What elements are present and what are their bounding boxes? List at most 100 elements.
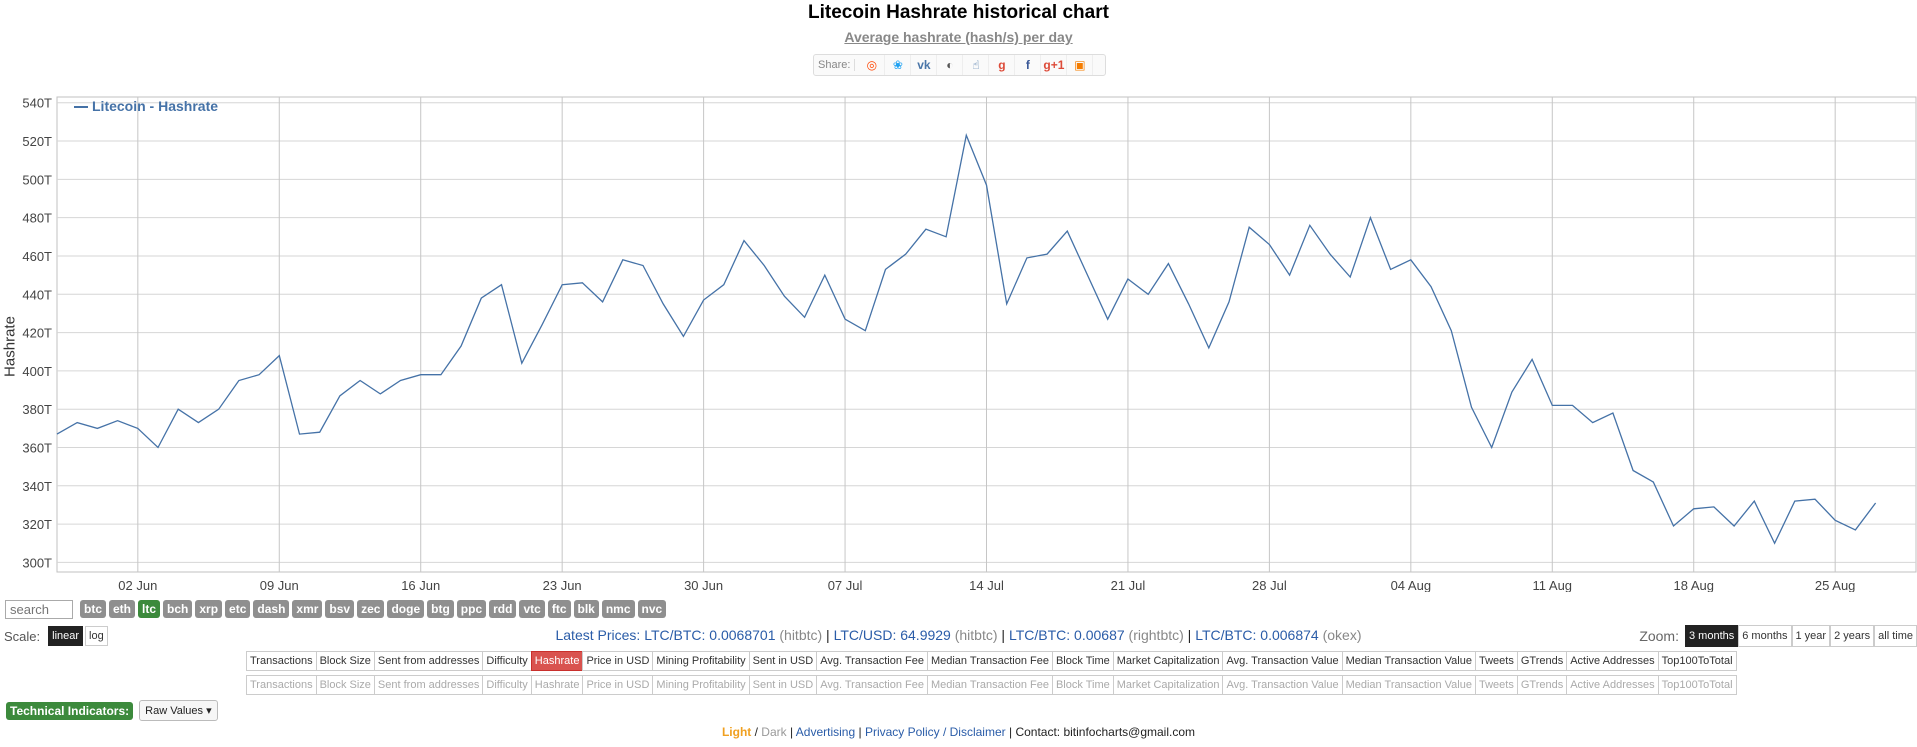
like-icon[interactable]: ☝ — [963, 55, 990, 75]
compare-tab-tweets[interactable]: Tweets — [1474, 675, 1518, 695]
coin-button-doge[interactable]: doge — [387, 600, 425, 618]
light-theme-link[interactable]: Light — [721, 725, 752, 739]
advertising-link[interactable]: Advertising — [795, 725, 856, 739]
compare-tab-block-size[interactable]: Block Size — [315, 675, 375, 695]
coin-button-eth[interactable]: eth — [109, 600, 135, 618]
compare-tab-median-transaction-value[interactable]: Median Transaction Value — [1341, 675, 1476, 695]
price-pair[interactable]: LTC/USD: — [833, 627, 897, 643]
metric-tab-market-capitalization[interactable]: Market Capitalization — [1112, 651, 1224, 671]
compare-tab-avg-transaction-value[interactable]: Avg. Transaction Value — [1222, 675, 1343, 695]
legend-entry[interactable]: Litecoin - Hashrate — [74, 98, 218, 114]
metric-tab-block-size[interactable]: Block Size — [315, 651, 375, 671]
compare-tab-active-addresses[interactable]: Active Addresses — [1566, 675, 1659, 695]
compare-tab-transactions[interactable]: Transactions — [246, 675, 317, 695]
compare-tab-mining-profitability[interactable]: Mining Profitability — [652, 675, 750, 695]
price-value[interactable]: 0.0068701 — [709, 627, 776, 643]
metric-tab-mining-profitability[interactable]: Mining Profitability — [652, 651, 750, 671]
metric-tab-active-addresses[interactable]: Active Addresses — [1566, 651, 1659, 671]
y-tick-label: 480T — [22, 211, 52, 226]
privacy-link[interactable]: Privacy Policy / Disclaimer — [864, 725, 1006, 739]
compare-tab-gtrends[interactable]: GTrends — [1516, 675, 1568, 695]
coin-button-blk[interactable]: blk — [573, 600, 599, 618]
price-pair[interactable]: LTC/BTC: — [1195, 627, 1257, 643]
coin-button-etc[interactable]: etc — [225, 600, 251, 618]
scale-linear-button[interactable]: linear — [48, 626, 84, 646]
metric-tab-price-in-usd[interactable]: Price in USD — [582, 651, 654, 671]
zoom-6-months-button[interactable]: 6 months — [1738, 625, 1792, 647]
dark-theme-link[interactable]: Dark — [761, 725, 787, 739]
coin-button-ltc[interactable]: ltc — [138, 600, 161, 618]
facebook-icon[interactable]: f — [1015, 55, 1042, 75]
caret-down-icon: ▾ — [206, 705, 212, 717]
price-source: (hitbtc) — [779, 627, 823, 643]
search-input[interactable] — [5, 600, 73, 619]
x-tick-label: 11 Aug — [1533, 578, 1573, 592]
price-value[interactable]: 0.006874 — [1260, 627, 1319, 643]
price-value[interactable]: 64.9929 — [900, 627, 951, 643]
compare-tab-difficulty[interactable]: Difficulty — [482, 675, 532, 695]
metric-tab-avg-transaction-value[interactable]: Avg. Transaction Value — [1222, 651, 1343, 671]
coin-button-xmr[interactable]: xmr — [292, 600, 323, 618]
coin-button-bch[interactable]: bch — [163, 600, 193, 618]
scale-log-button[interactable]: log — [85, 626, 108, 646]
coin-button-btg[interactable]: btg — [427, 600, 454, 618]
google-icon[interactable]: g — [989, 55, 1016, 75]
twitter-icon[interactable]: ❀ — [885, 55, 912, 75]
coin-button-rdd[interactable]: rdd — [489, 600, 517, 618]
raw-values-select[interactable]: Raw Values ▾ — [139, 700, 218, 721]
metric-tab-transactions[interactable]: Transactions — [246, 651, 317, 671]
coin-button-ppc[interactable]: ppc — [456, 600, 487, 618]
metric-tab-sent-in-usd[interactable]: Sent in USD — [748, 651, 818, 671]
price-pair[interactable]: LTC/BTC: — [1008, 627, 1071, 643]
x-tick-label: 28 Jul — [1252, 578, 1287, 592]
compare-tab-avg-transaction-fee[interactable]: Avg. Transaction Fee — [816, 675, 928, 695]
compare-tab-market-capitalization[interactable]: Market Capitalization — [1112, 675, 1224, 695]
latest-prices-label: Latest Prices: — [555, 627, 641, 643]
reddit-icon[interactable]: ◎ — [859, 55, 886, 75]
compare-tab-hashrate[interactable]: Hashrate — [530, 675, 584, 695]
zoom-2-years-button[interactable]: 2 years — [1830, 625, 1875, 647]
compare-tab-median-transaction-fee[interactable]: Median Transaction Fee — [926, 675, 1053, 695]
metric-tab-hashrate[interactable]: Hashrate — [530, 651, 584, 671]
compare-tab-sent-in-usd[interactable]: Sent in USD — [748, 675, 818, 695]
compare-tab-block-time[interactable]: Block Time — [1051, 675, 1114, 695]
coin-button-btc[interactable]: btc — [80, 600, 106, 618]
compare-tab-price-in-usd[interactable]: Price in USD — [582, 675, 654, 695]
zoom-1-year-button[interactable]: 1 year — [1791, 625, 1831, 647]
metric-tab-block-time[interactable]: Block Time — [1051, 651, 1114, 671]
metric-tab-top100tototal[interactable]: Top100ToTotal — [1657, 651, 1737, 671]
weibo-icon[interactable]: ◐ — [937, 55, 964, 75]
metric-tab-tweets[interactable]: Tweets — [1474, 651, 1518, 671]
metric-tab-avg-transaction-fee[interactable]: Avg. Transaction Fee — [816, 651, 928, 671]
coin-button-nmc[interactable]: nmc — [601, 600, 635, 618]
coin-button-ftc[interactable]: ftc — [547, 600, 571, 618]
price-source: (hitbtc) — [954, 627, 998, 643]
price-value[interactable]: 0.00687 — [1074, 627, 1125, 643]
hashrate-chart[interactable]: 300T 320T 340T 360T 380T 400T 420T 440T 460T 480T… — [0, 92, 1917, 592]
zoom-selector: Zoom: 3 months 6 months 1 year 2 years all t… — [1639, 625, 1917, 647]
zoom-all-time-button[interactable]: all time — [1874, 625, 1917, 647]
compare-tab-top100tototal[interactable]: Top100ToTotal — [1657, 675, 1737, 695]
coin-button-vtc[interactable]: vtc — [519, 600, 545, 618]
metric-tab-sent-from-addresses[interactable]: Sent from addresses — [373, 651, 484, 671]
chart-subtitle[interactable]: Average hashrate (hash/s) per day — [844, 29, 1073, 45]
zoom-3-months-button[interactable]: 3 months — [1685, 625, 1739, 647]
y-tick-label: 340T — [22, 479, 52, 494]
compare-tab-sent-from-addresses[interactable]: Sent from addresses — [373, 675, 484, 695]
google-plus-icon[interactable]: g+1 — [1041, 55, 1068, 75]
price-pair[interactable]: LTC/BTC: — [644, 627, 706, 643]
coin-button-dash[interactable]: dash — [253, 600, 290, 618]
metric-tab-gtrends[interactable]: GTrends — [1516, 651, 1568, 671]
coin-button-nvc[interactable]: nvc — [637, 600, 667, 618]
metric-tab-median-transaction-fee[interactable]: Median Transaction Fee — [926, 651, 1053, 671]
coin-button-bsv[interactable]: bsv — [325, 600, 355, 618]
price-separator: | — [1183, 627, 1196, 643]
blogger-icon[interactable]: ▣ — [1067, 55, 1094, 75]
metric-tab-difficulty[interactable]: Difficulty — [482, 651, 532, 671]
x-tick-label: 23 Jun — [543, 578, 582, 592]
coin-button-zec[interactable]: zec — [357, 600, 385, 618]
vk-icon[interactable]: vk — [911, 55, 938, 75]
coin-button-xrp[interactable]: xrp — [195, 600, 223, 618]
contact-text: Contact: bitinfocharts@gmail.com — [1015, 725, 1196, 739]
metric-tab-median-transaction-value[interactable]: Median Transaction Value — [1341, 651, 1476, 671]
